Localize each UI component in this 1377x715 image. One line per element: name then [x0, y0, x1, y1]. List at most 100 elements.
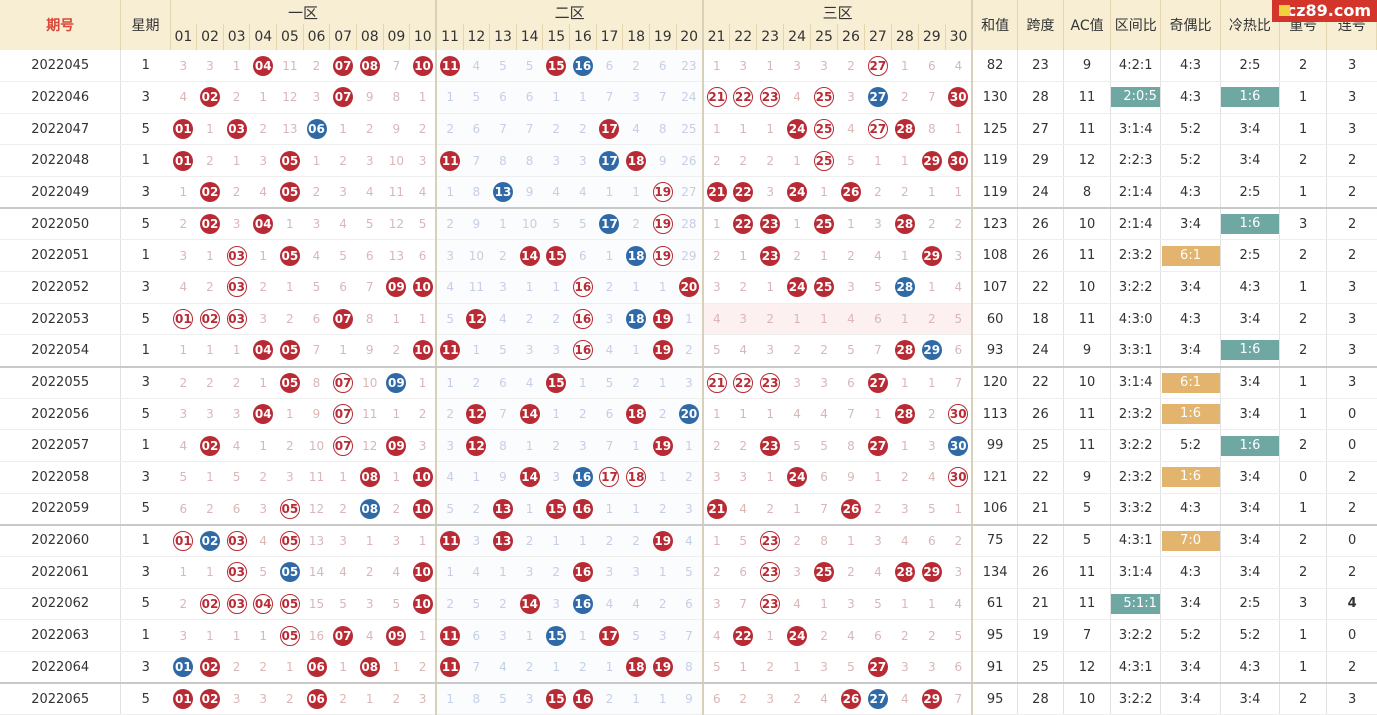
header-issue[interactable]: 期号 [0, 0, 122, 50]
drawn-number-cell: 15 [542, 619, 570, 652]
miss-count: 6 [649, 50, 677, 83]
ring-ball-icon: 19 [652, 182, 673, 203]
repeat-value: 1 [1279, 398, 1327, 431]
red-ball-icon: 26 [840, 498, 861, 519]
miss-count: 5 [945, 303, 974, 336]
miss-count: 1 [463, 334, 490, 368]
miss-count: 1 [489, 208, 517, 241]
red-ball-icon: 25 [814, 277, 835, 298]
repeat-value: 1 [1279, 113, 1327, 146]
drawn-number-cell: 29 [918, 239, 946, 273]
miss-count: 2 [810, 334, 838, 368]
miss-count: 1 [756, 50, 784, 83]
miss-count: 4 [729, 334, 757, 368]
header-odd-even: 奇偶比 [1160, 0, 1221, 50]
miss-count: 1 [596, 176, 623, 210]
miss-count: 2 [918, 398, 946, 431]
drawn-number-cell: 03 [223, 303, 250, 336]
miss-count: 4 [463, 556, 490, 589]
miss-count: 1 [783, 651, 811, 685]
miss-count: 3 [945, 239, 974, 273]
ac-value: 7 [1062, 619, 1111, 652]
header-number-20: 20 [676, 24, 704, 50]
drawn-number-cell: 17 [596, 144, 623, 178]
red-ball-icon: 10 [412, 277, 433, 298]
miss-count: 5 [356, 208, 384, 241]
miss-count: 4 [409, 176, 438, 210]
miss-count: 2 [356, 113, 384, 146]
header-number-03: 03 [223, 24, 251, 50]
ring-ball-icon: 30 [948, 404, 969, 425]
zone-ratio-value: 3:1:4 [1110, 113, 1161, 146]
miss-count: 1 [463, 461, 490, 494]
table-row: 2022054 1 1 1 1 04 05 7 1 9 2 10 11 1 5 3 3 16 4 1 19 2 5 4 3 2 2 5… [0, 334, 1377, 368]
weekday-value: 1 [120, 334, 171, 368]
miss-count: 3 [756, 334, 784, 368]
blue-ball-icon: 16 [572, 467, 593, 488]
miss-count: 3 [918, 651, 946, 685]
miss-count: 5 [729, 524, 757, 557]
red-ball-icon: 24 [787, 467, 808, 488]
drawn-number-cell: 22 [729, 208, 757, 241]
drawn-number-cell: 08 [356, 651, 384, 685]
red-ball-icon: 02 [200, 657, 220, 678]
red-ball-icon: 17 [599, 119, 620, 140]
odd-even-value: 3:4 [1160, 208, 1221, 241]
miss-count: 4 [249, 524, 277, 557]
odd-even-value: 7:0 [1160, 524, 1221, 557]
miss-count: 3 [409, 683, 438, 715]
header-number-01: 01 [170, 24, 198, 50]
miss-count: 2 [622, 208, 650, 241]
issue-number: 2022058 [0, 461, 121, 494]
miss-count: 4 [170, 429, 197, 463]
drawn-number-cell: 23 [756, 208, 784, 241]
miss-count: 3 [702, 271, 730, 304]
red-ball-icon: 13 [492, 498, 513, 519]
miss-count: 1 [329, 334, 357, 368]
blue-ball-icon: 29 [921, 340, 942, 361]
hot-cold-value: 5:2 [1219, 619, 1280, 652]
miss-count: 6 [356, 239, 384, 273]
miss-count: 6 [810, 461, 838, 494]
issue-number: 2022054 [0, 334, 121, 368]
repeat-value: 2 [1279, 50, 1327, 83]
miss-count: 8 [489, 144, 517, 178]
miss-count: 2 [864, 493, 892, 526]
ring-ball-icon: 07 [333, 404, 354, 425]
miss-count: 5 [436, 493, 464, 526]
header-span: 跨度 [1017, 0, 1065, 50]
miss-count: 7 [489, 113, 517, 146]
miss-count: 1 [569, 619, 597, 652]
header-zone3: 三区 [702, 0, 974, 24]
miss-count: 7 [810, 493, 838, 526]
header-number-13: 13 [489, 24, 517, 50]
site-logo[interactable]: cz89.com [1272, 0, 1377, 22]
miss-count: 1 [837, 208, 865, 241]
red-ball-icon: 01 [173, 689, 194, 710]
drawn-number-cell: 02 [196, 81, 224, 114]
ring-ball-icon: 17 [599, 467, 620, 488]
miss-count: 5 [329, 239, 357, 273]
miss-count: 9 [489, 461, 517, 494]
miss-count: 1 [945, 176, 974, 210]
miss-count: 6 [596, 50, 623, 83]
ring-ball-icon: 05 [279, 593, 300, 614]
red-ball-icon: 23 [760, 214, 781, 235]
red-ball-icon: 15 [546, 372, 567, 393]
miss-count: 5 [864, 271, 892, 304]
miss-count: 1 [569, 524, 597, 557]
odd-even-value: 1:6 [1160, 398, 1221, 431]
miss-count: 2 [756, 144, 784, 178]
miss-count: 1 [783, 208, 811, 241]
miss-count: 3 [170, 50, 197, 83]
span-value: 24 [1016, 334, 1064, 368]
miss-count: 6 [170, 493, 197, 526]
drawn-number-cell: 09 [383, 271, 410, 304]
miss-count: 1 [249, 429, 277, 463]
drawn-number-cell: 14 [516, 588, 543, 621]
issue-number: 2022048 [0, 144, 121, 178]
miss-count: 10 [356, 366, 384, 399]
hot-cold-value-highlight: 1:6 [1221, 435, 1279, 456]
issue-number: 2022052 [0, 271, 121, 304]
miss-count: 2 [891, 461, 919, 494]
